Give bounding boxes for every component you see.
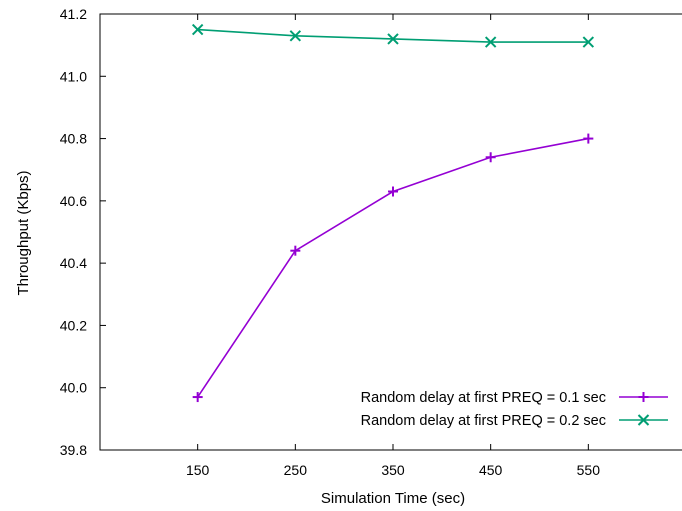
legend-label-2: Random delay at first PREQ = 0.2 sec — [361, 413, 606, 429]
x-tick-label: 450 — [479, 462, 503, 478]
data-point-series-2 — [484, 36, 497, 48]
x-axis-label: Simulation Time (sec) — [321, 490, 465, 507]
data-point-series-2 — [387, 33, 399, 45]
legend-marker-2 — [637, 414, 650, 426]
series-line-1 — [197, 137, 589, 398]
data-point-series-1 — [485, 152, 496, 163]
data-point-series-2 — [191, 23, 204, 36]
y-tick-label: 39.8 — [60, 442, 87, 458]
data-point-series-2 — [582, 36, 595, 48]
data-point-series-1 — [192, 392, 203, 403]
data-point-series-2 — [289, 30, 302, 42]
y-tick-label: 40.2 — [60, 317, 87, 333]
plot-frame — [99, 13, 682, 451]
y-tick-label: 40.8 — [60, 131, 87, 147]
y-axis-label: Throughput (Kbps) — [15, 170, 32, 295]
y-tick-label: 41.0 — [60, 68, 87, 84]
x-tick-label: 550 — [577, 462, 601, 478]
y-tick-label: 40.6 — [60, 193, 87, 209]
tick-labels: 39.8 40.0 40.2 40.4 40.6 40.8 41.0 41.2 150 250 35… — [60, 6, 600, 478]
data-point-series-1 — [290, 245, 301, 256]
legend-marker-1 — [638, 392, 649, 402]
x-tick-label: 350 — [381, 462, 405, 478]
x-tick-label: 250 — [284, 462, 308, 478]
axes — [99, 13, 682, 451]
y-tick-label: 41.2 — [60, 6, 87, 22]
x-tick-label: 150 — [186, 462, 210, 478]
legend: Random delay at first PREQ = 0.1 sec Rand… — [361, 390, 668, 429]
data-point-series-1 — [388, 186, 398, 197]
y-tick-label: 40.0 — [60, 380, 87, 396]
y-tick-label: 40.4 — [60, 255, 87, 271]
legend-label-1: Random delay at first PREQ = 0.1 sec — [361, 390, 606, 406]
series-layer — [191, 23, 595, 403]
data-point-series-1 — [583, 133, 594, 144]
